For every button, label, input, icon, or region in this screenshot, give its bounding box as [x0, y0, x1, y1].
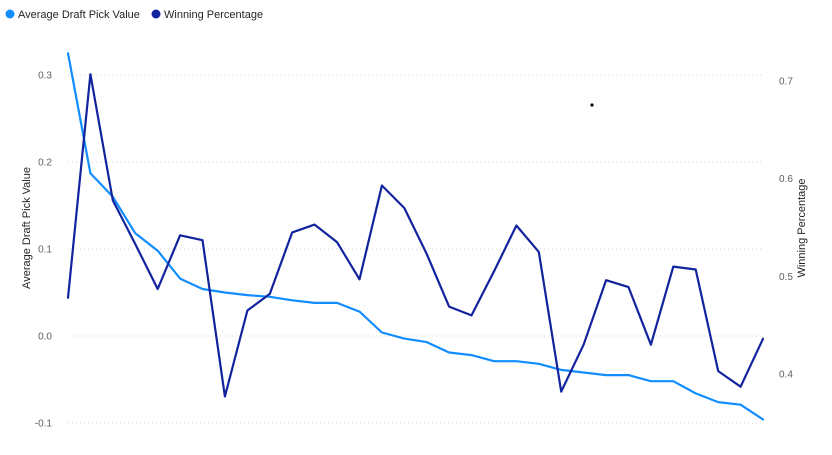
- legend-item-winning-percentage[interactable]: Winning Percentage: [151, 9, 264, 21]
- stray-dot: [590, 103, 594, 107]
- left-tick-label: 0.1: [38, 245, 52, 256]
- series-line-winning-percentage[interactable]: [66, 73, 765, 398]
- left-tick-label: 0.3: [38, 71, 52, 82]
- series-lines: [66, 52, 765, 421]
- legend-label-winning-percentage: Winning Percentage: [164, 9, 263, 21]
- left-axis-ticks: 0.3 0.2 0.1 0.0 -0.1: [35, 71, 53, 430]
- right-tick-label: 0.4: [779, 370, 793, 381]
- gridlines: [68, 74, 763, 424]
- legend: Average Draft Pick Value Winning Percent…: [5, 9, 264, 21]
- legend-label-draft-pick-value: Average Draft Pick Value: [18, 9, 140, 21]
- left-tick-label: 0.2: [38, 158, 52, 169]
- left-tick-label: 0.0: [38, 332, 52, 343]
- left-tick-label: -0.1: [35, 419, 53, 430]
- legend-item-draft-pick-value[interactable]: Average Draft Pick Value: [5, 9, 140, 21]
- legend-marker-draft-pick-value: [5, 9, 15, 19]
- right-tick-label: 0.7: [779, 77, 793, 88]
- right-tick-label: 0.5: [779, 272, 793, 283]
- right-tick-label: 0.6: [779, 174, 793, 185]
- series-line-draft-pick-value[interactable]: [66, 52, 765, 421]
- right-axis-title: Winning Percentage: [796, 178, 808, 277]
- left-axis-title: Average Draft Pick Value: [21, 167, 33, 289]
- legend-marker-winning-percentage: [151, 9, 161, 19]
- right-axis-ticks: 0.7 0.6 0.5 0.4: [779, 77, 793, 381]
